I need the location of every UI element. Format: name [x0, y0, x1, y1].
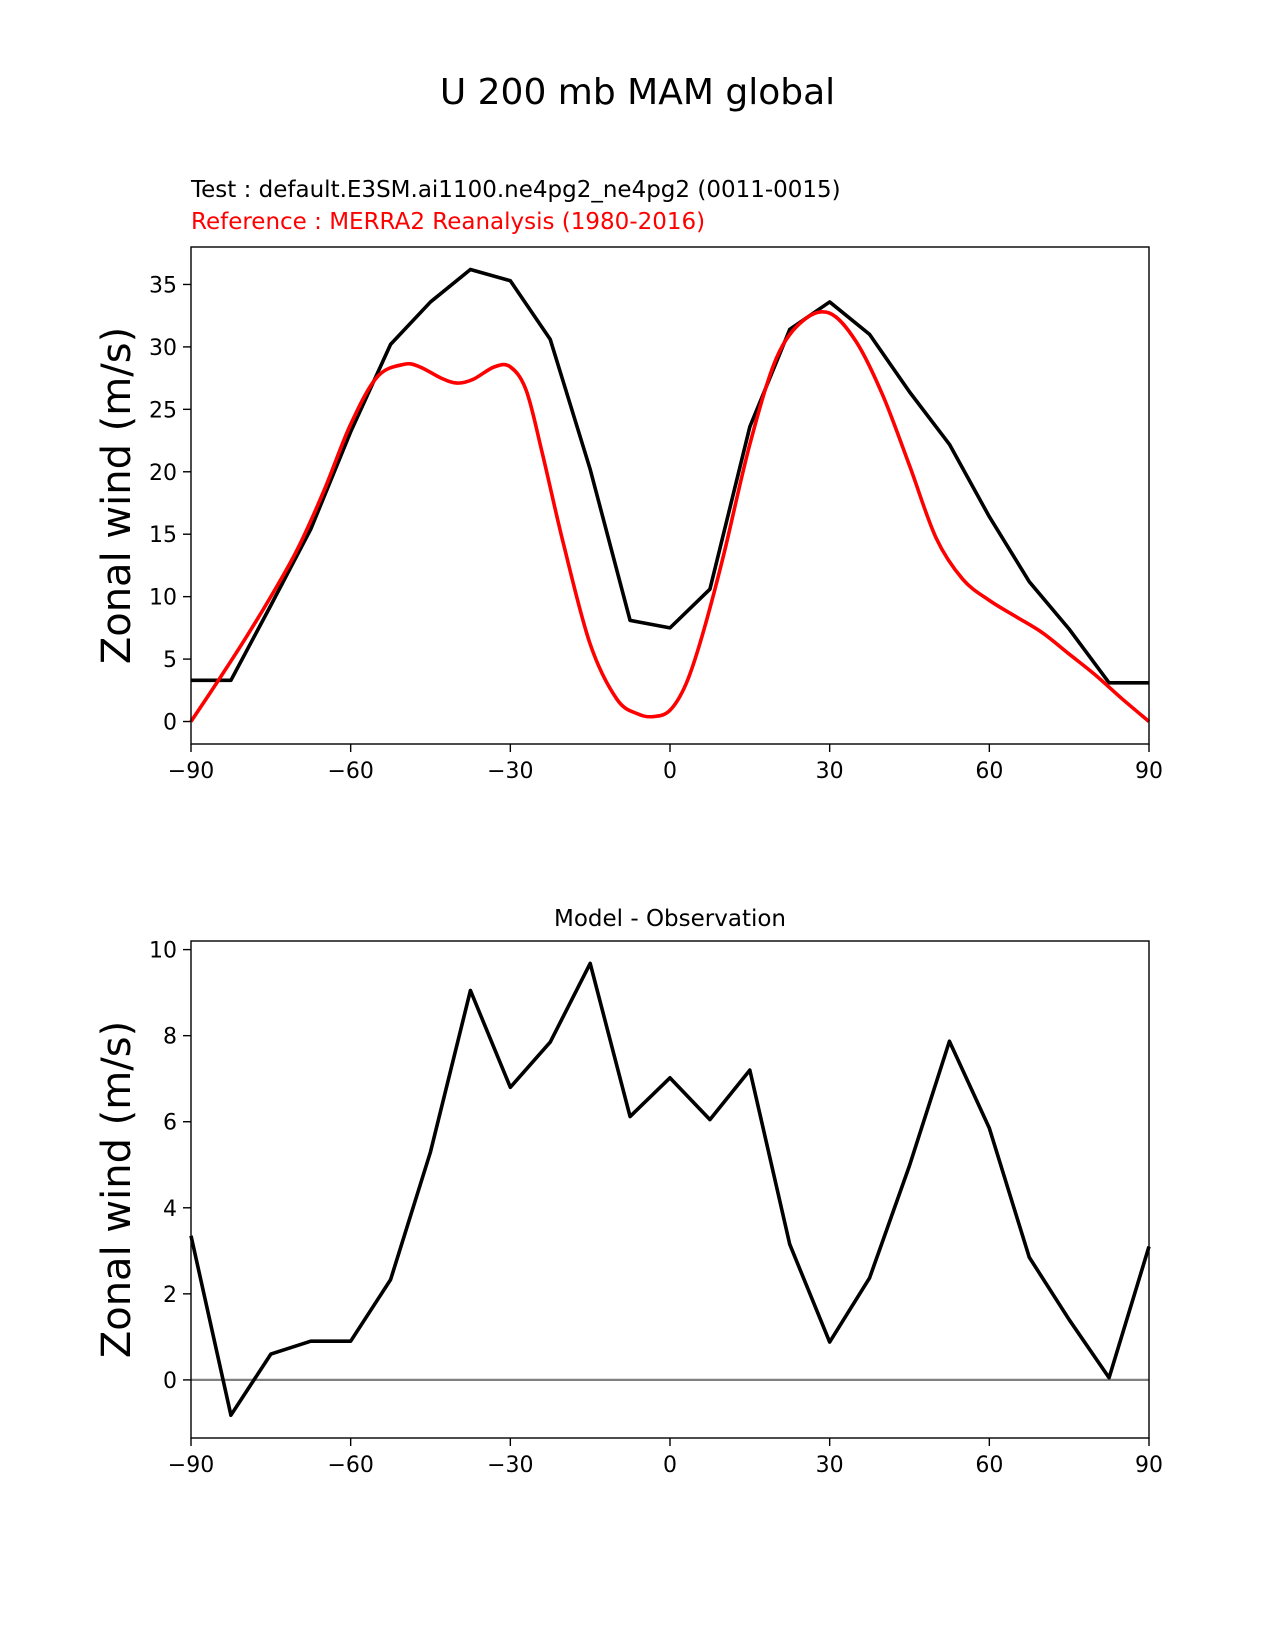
x-tick-label: −30	[487, 759, 533, 784]
x-tick-label: 90	[1135, 759, 1163, 784]
y-tick-label: 0	[163, 1369, 177, 1394]
y-tick-label: 6	[163, 1111, 177, 1136]
diff-panel-title: Model - Observation	[553, 906, 787, 932]
y-tick-label: 35	[149, 273, 177, 298]
y-tick-label: 8	[163, 1025, 177, 1050]
y-axis-label: Zonal wind (m/s)	[94, 1021, 140, 1358]
test-label: Test : default.E3SM.ai1100.ne4pg2_ne4pg2…	[191, 177, 841, 203]
reference-label: Reference : MERRA2 Reanalysis (1980-2016…	[191, 209, 706, 235]
y-tick-label: 0	[163, 711, 177, 736]
x-tick-label: 30	[816, 1453, 844, 1478]
difference-panel: −90 −60 −30 0 30 60 90 0 2 4 6 8 10 Zonal wind (m/s)	[94, 939, 1163, 1478]
x-tick-label: −30	[487, 1453, 533, 1478]
series-line-diff	[189, 961, 1151, 1417]
y-tick-label: 5	[163, 648, 177, 673]
x-tick-label: −60	[327, 759, 373, 784]
x-tick-label: 60	[975, 1453, 1003, 1478]
x-tick-label: 0	[663, 759, 677, 784]
y-tick-label: 10	[149, 586, 177, 611]
y-tick-label: 25	[149, 398, 177, 423]
figure-title: U 200 mb MAM global	[439, 72, 836, 113]
y-axis-label: Zonal wind (m/s)	[94, 327, 140, 664]
x-tick-label: −90	[168, 1453, 214, 1478]
y-tick-label: 30	[149, 336, 177, 361]
series-line-reference	[189, 310, 1151, 723]
axes-frame	[190, 940, 1150, 1439]
climatology-panel: −90 −60 −30 0 30 60 90 0 5 10 15 20 25 30 35 Zonal wind…	[94, 246, 1163, 784]
y-tick-label: 4	[163, 1197, 177, 1222]
y-tick-label: 15	[149, 523, 177, 548]
x-tick-label: 30	[816, 759, 844, 784]
y-tick-label: 2	[163, 1283, 177, 1308]
x-tick-label: −90	[168, 759, 214, 784]
y-tick-label: 10	[149, 939, 177, 964]
axes-frame	[190, 246, 1150, 745]
series-line-test	[191, 267, 1149, 685]
x-tick-label: 90	[1135, 1453, 1163, 1478]
x-tick-label: −60	[327, 1453, 373, 1478]
y-tick-label: 20	[149, 461, 177, 486]
x-tick-label: 0	[663, 1453, 677, 1478]
x-tick-label: 60	[975, 759, 1003, 784]
